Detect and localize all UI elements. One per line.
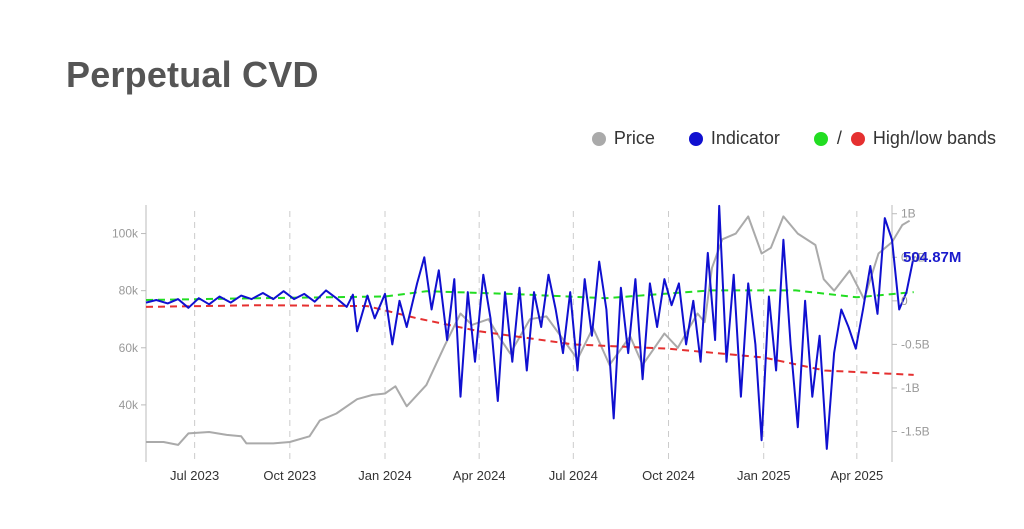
x-tick-label: Jan 2025 <box>737 468 791 483</box>
x-tick-label: Jan 2024 <box>358 468 412 483</box>
low-band-legend-dot-icon <box>850 131 865 146</box>
indicator-last-value-label: 504.87M <box>903 249 961 266</box>
legend-slash: / <box>836 128 842 148</box>
legend-label-indicator: Indicator <box>710 128 780 148</box>
y-right-tick-label: 0.5B <box>901 250 926 264</box>
page-title: Perpetual CVD <box>66 54 319 95</box>
y-left-tick-label: 60k <box>119 341 139 355</box>
low-band-line <box>145 304 914 376</box>
indicator-legend-dot-icon <box>688 131 703 146</box>
grid-layer <box>194 211 858 462</box>
series-layer <box>145 204 915 450</box>
high-band-line <box>145 289 914 301</box>
y-right-tick-label: 0 <box>901 294 908 308</box>
y-left-tick-label: 80k <box>119 284 139 298</box>
indicator-series-line <box>145 204 915 450</box>
legend-item-indicator[interactable]: Indicator <box>688 128 780 149</box>
y-left-tick-label: 100k <box>112 227 139 241</box>
label-layer: Jul 2023 Oct 2023 Jan 2024 Apr 2024 Jul 2024… <box>112 207 961 483</box>
x-tick-label: Jul 2024 <box>549 468 598 483</box>
y-right-tick-label: -1B <box>901 381 920 395</box>
y-right-tick-label: 1B <box>901 207 916 221</box>
legend-label-price: Price <box>613 128 655 148</box>
y-right-tick-label: -0.5B <box>901 337 930 351</box>
legend-item-bands[interactable]: / High/low bands <box>813 128 996 149</box>
high-band-legend-dot-icon <box>813 131 828 146</box>
x-tick-label: Oct 2023 <box>263 468 316 483</box>
chart-legend: Price Indicator / High/low bands <box>591 128 996 149</box>
x-tick-label: Oct 2024 <box>642 468 695 483</box>
x-tick-label: Jul 2023 <box>170 468 219 483</box>
legend-item-price[interactable]: Price <box>591 128 655 149</box>
legend-label-bands: High/low bands <box>872 128 996 148</box>
y-left-tick-label: 40k <box>119 398 139 412</box>
y-right-tick-label: -1.5B <box>901 425 930 439</box>
x-tick-label: Apr 2025 <box>830 468 883 483</box>
x-tick-label: Apr 2024 <box>453 468 506 483</box>
price-series-line <box>146 215 911 446</box>
price-legend-dot-icon <box>591 131 606 146</box>
